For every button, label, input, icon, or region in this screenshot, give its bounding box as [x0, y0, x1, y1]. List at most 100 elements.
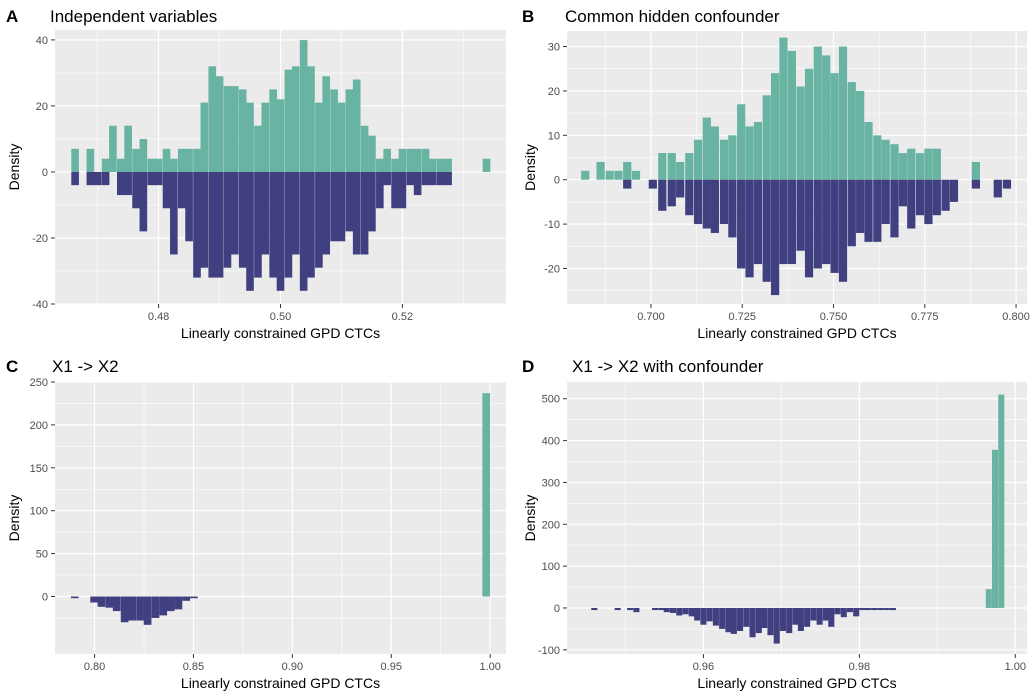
bar-lower	[1002, 179, 1012, 189]
bar-lower	[822, 607, 829, 621]
panel-c: 0.80 0.85 0.90 0.95 1.00 0 50 100 150 200 250 Linea…	[6, 357, 506, 691]
bar-upper	[838, 46, 848, 180]
x-tick-label: 0.50	[270, 311, 291, 323]
x-axis-title: Linearly constrained GPD CTCs	[697, 675, 896, 691]
bar-lower	[816, 607, 823, 625]
bar-lower	[797, 607, 804, 631]
bar-lower	[767, 607, 774, 636]
bar-lower	[702, 179, 711, 229]
bar-lower	[623, 179, 632, 189]
bar-upper	[685, 153, 694, 180]
bar-upper	[238, 89, 247, 172]
bar-upper	[693, 139, 703, 180]
x-axis-title: Linearly constrained GPD CTCs	[181, 675, 380, 691]
y-tick-label: 100	[542, 561, 560, 573]
bar-lower	[993, 179, 1002, 198]
y-tick-label: 40	[36, 35, 48, 47]
bar-lower	[112, 596, 121, 612]
bar-lower	[749, 607, 756, 638]
bar-lower	[170, 171, 178, 255]
y-tick-label: -20	[544, 263, 560, 275]
bar-upper	[623, 161, 632, 180]
y-tick-label: 300	[542, 477, 560, 489]
bar-lower	[728, 179, 737, 238]
bar-upper	[269, 89, 277, 172]
bar-lower	[719, 179, 729, 225]
y-axis-title: Density	[522, 495, 538, 542]
bar-lower	[834, 607, 841, 615]
bar-lower	[853, 607, 860, 617]
bar-lower	[269, 171, 277, 278]
x-tick-label: 0.90	[282, 661, 303, 673]
bar-lower	[743, 607, 750, 627]
y-tick-label: 500	[542, 394, 560, 406]
bar-lower	[429, 171, 437, 186]
bar-upper	[596, 161, 605, 180]
bar-upper	[907, 148, 916, 180]
y-tick-label: 10	[548, 130, 560, 142]
bar-upper	[482, 158, 491, 172]
bar-lower	[907, 179, 916, 229]
bar-lower	[762, 179, 771, 282]
bar-upper	[762, 95, 771, 180]
y-tick-label: 200	[542, 519, 560, 531]
bar-lower	[360, 171, 369, 255]
bar-lower	[792, 607, 799, 625]
bar-lower	[86, 171, 95, 186]
bar-lower	[881, 179, 890, 225]
bar-lower	[151, 596, 160, 618]
bar-lower	[291, 171, 300, 255]
bar-upper	[215, 76, 224, 172]
bar-upper	[804, 68, 814, 180]
bar-lower	[838, 179, 848, 282]
bar-upper	[254, 125, 262, 172]
bar-upper	[702, 117, 711, 180]
bar-upper	[822, 55, 831, 180]
bar-lower	[694, 607, 701, 621]
bar-lower	[143, 596, 152, 625]
bar-upper	[482, 393, 491, 597]
bar-upper	[830, 73, 839, 180]
bar-lower	[779, 607, 787, 631]
bar-lower	[322, 171, 331, 255]
bar-lower	[688, 607, 695, 617]
bar-lower	[105, 596, 114, 608]
x-tick-label: 0.800	[1002, 311, 1030, 323]
bar-upper	[398, 148, 407, 172]
bar-upper	[787, 50, 796, 180]
bar-lower	[873, 179, 882, 242]
x-tick-label: 1.00	[479, 661, 500, 673]
x-tick-label: 0.750	[820, 311, 848, 323]
bar-lower	[810, 607, 817, 621]
x-tick-label: 0.96	[693, 661, 714, 673]
bar-lower	[159, 596, 168, 616]
bar-upper	[360, 125, 369, 172]
bar-upper	[998, 394, 1005, 608]
bar-lower	[436, 171, 445, 186]
bar-upper	[856, 90, 865, 180]
bar-lower	[406, 171, 415, 186]
bar-lower	[345, 171, 354, 232]
bar-lower	[337, 171, 346, 242]
bar-lower	[712, 607, 719, 626]
bar-lower	[898, 179, 907, 207]
bar-lower	[71, 171, 79, 186]
bar-lower	[971, 179, 980, 189]
y-tick-label: 200	[30, 420, 48, 432]
y-tick-label: 0	[42, 167, 48, 179]
bar-lower	[737, 179, 746, 269]
bar-upper	[124, 125, 132, 172]
y-tick-label: 30	[548, 42, 560, 54]
panel-d: 0.96 0.98 1.00 -100 0 100 200 300 400 500 Linearly…	[522, 357, 1027, 691]
bar-upper	[444, 158, 452, 172]
bar-lower	[633, 607, 640, 613]
y-tick-label: 150	[30, 463, 48, 475]
bar-lower	[315, 171, 323, 268]
bar-upper	[429, 158, 437, 172]
bar-lower	[846, 607, 854, 613]
bar-upper	[383, 148, 391, 172]
bar-lower	[648, 179, 657, 189]
bar-lower	[773, 607, 780, 644]
bar-lower	[770, 179, 780, 296]
